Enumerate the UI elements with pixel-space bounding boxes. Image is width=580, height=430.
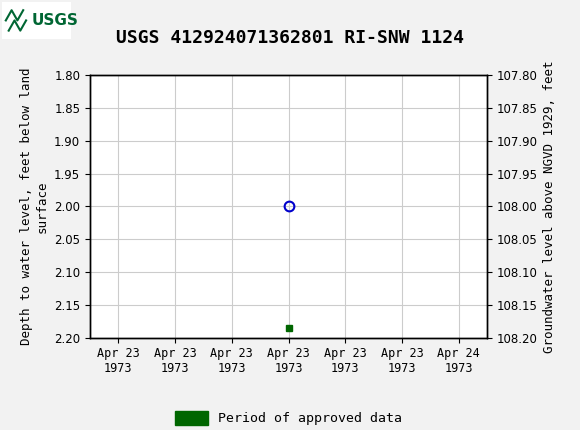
Legend: Period of approved data: Period of approved data: [169, 406, 408, 430]
Y-axis label: Depth to water level, feet below land
surface: Depth to water level, feet below land su…: [20, 68, 49, 345]
Text: USGS 412924071362801 RI-SNW 1124: USGS 412924071362801 RI-SNW 1124: [116, 29, 464, 47]
FancyBboxPatch shape: [3, 3, 70, 37]
Text: USGS: USGS: [32, 13, 79, 28]
Y-axis label: Groundwater level above NGVD 1929, feet: Groundwater level above NGVD 1929, feet: [543, 60, 556, 353]
